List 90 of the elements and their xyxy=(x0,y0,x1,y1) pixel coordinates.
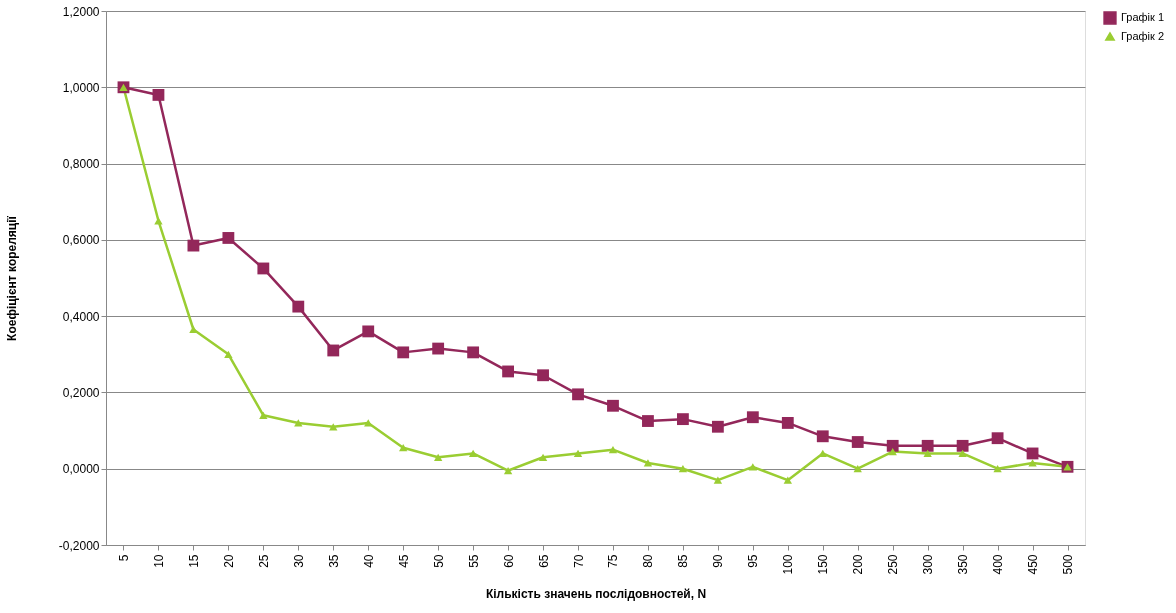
point xyxy=(888,447,897,456)
point xyxy=(886,439,899,452)
point xyxy=(224,350,233,358)
point xyxy=(572,388,584,401)
x-tick-label: 200 xyxy=(851,554,866,575)
point xyxy=(257,262,270,275)
point xyxy=(222,232,235,244)
point xyxy=(397,346,410,359)
point xyxy=(154,217,163,225)
point xyxy=(1028,459,1037,467)
x-tick-label: 70 xyxy=(571,554,586,568)
point xyxy=(678,465,688,473)
point xyxy=(851,436,864,448)
point xyxy=(432,342,445,355)
point xyxy=(294,419,303,427)
point xyxy=(958,449,967,458)
x-tick-label: 300 xyxy=(921,554,936,575)
x-tick-label: 55 xyxy=(466,554,481,568)
point xyxy=(676,413,689,426)
point xyxy=(364,419,373,427)
point xyxy=(781,417,794,429)
point xyxy=(538,453,548,461)
x-tick-label: 450 xyxy=(1026,554,1041,575)
point xyxy=(189,325,198,334)
point xyxy=(711,420,724,433)
x-tick-label: 85 xyxy=(676,554,691,568)
point xyxy=(503,467,513,475)
point xyxy=(537,369,549,382)
point xyxy=(783,476,792,484)
x-tick-label: 500 xyxy=(1061,554,1076,575)
x-tick-label: 250 xyxy=(886,554,901,575)
x-tick-label: 90 xyxy=(711,554,726,568)
point xyxy=(608,446,618,454)
x-tick-label: 80 xyxy=(641,554,656,568)
point xyxy=(643,459,653,467)
x-tick-label: 30 xyxy=(291,554,306,568)
point xyxy=(467,346,480,359)
point xyxy=(923,449,932,458)
y-tick-label: 1,0000 xyxy=(62,80,100,95)
point xyxy=(468,449,478,458)
y-tick-label: 1,2000 xyxy=(62,4,100,19)
point xyxy=(329,423,338,431)
point xyxy=(259,411,268,419)
x-tick-label: 95 xyxy=(746,554,761,568)
x-tick-label: 60 xyxy=(501,554,516,568)
x-tick-label: 20 xyxy=(221,554,236,568)
y-tick-label: -0,2000 xyxy=(58,538,100,553)
x-tick-label: 50 xyxy=(431,554,446,568)
y-tick-label: 0,6000 xyxy=(62,233,100,248)
point xyxy=(991,432,1004,445)
y-tick-label: 0,0000 xyxy=(62,462,100,477)
point xyxy=(292,300,305,313)
y-tick-label: 0,2000 xyxy=(62,385,100,400)
y-tick-label: 0,8000 xyxy=(62,157,100,172)
x-tick-label: 45 xyxy=(396,554,411,568)
point xyxy=(993,465,1002,473)
x-tick-label: 350 xyxy=(956,554,971,575)
legend-label: Графік 2 xyxy=(1121,29,1165,42)
point xyxy=(362,325,375,338)
point xyxy=(152,89,165,101)
x-tick-label: 100 xyxy=(781,554,796,575)
y-tick-label: 0,4000 xyxy=(62,309,100,324)
point xyxy=(713,476,723,484)
point xyxy=(746,411,759,424)
point xyxy=(921,439,934,452)
x-tick-label: 400 xyxy=(991,554,1006,575)
x-tick-label: 5 xyxy=(116,554,131,562)
point xyxy=(502,365,515,378)
point xyxy=(853,465,862,473)
point xyxy=(399,444,408,452)
point xyxy=(748,463,758,471)
x-tick-label: 65 xyxy=(536,554,551,568)
point xyxy=(327,344,340,357)
x-tick-label: 25 xyxy=(256,554,271,568)
point xyxy=(642,415,654,427)
x-tick-label: 35 xyxy=(326,554,341,568)
x-tick-label: 150 xyxy=(816,554,831,575)
x-tick-label: 15 xyxy=(186,554,201,568)
point xyxy=(607,399,619,412)
x-axis-title: Кількість значень послідовностей, N xyxy=(485,586,707,601)
point xyxy=(433,453,443,461)
point xyxy=(187,239,200,252)
point xyxy=(816,430,829,443)
x-tick-label: 40 xyxy=(361,554,376,568)
y-axis-title: Коефіцієнт кореляції xyxy=(4,215,19,341)
legend-label: Графік 1 xyxy=(1121,11,1165,23)
point xyxy=(956,439,969,452)
x-tick-label: 75 xyxy=(606,554,621,568)
point xyxy=(573,449,583,458)
x-tick-label: 10 xyxy=(151,554,166,568)
